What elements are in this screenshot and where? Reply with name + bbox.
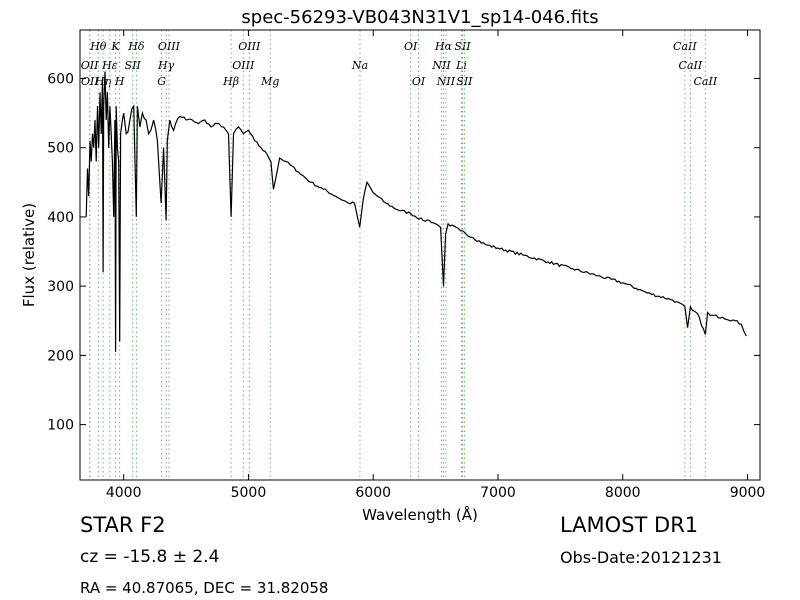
x-tick-label: 9000	[730, 485, 766, 501]
line-label: SII	[456, 75, 473, 88]
coordinates-ra-dec: RA = 40.87065, DEC = 31.82058	[80, 579, 329, 597]
axis-ticks: 4000 5000 6000 7000 8000 9000 100 200 300 400 500 6…	[47, 30, 765, 501]
line-label: NII	[431, 59, 451, 72]
line-label: H	[114, 75, 125, 88]
line-label: SII	[454, 40, 471, 53]
x-tick-label: 6000	[355, 485, 391, 501]
line-label: NII	[436, 75, 456, 88]
line-label: Hβ	[222, 75, 239, 88]
line-label: Hγ	[157, 59, 175, 72]
line-label: Na	[351, 59, 368, 72]
y-tick-label: 600	[47, 71, 74, 87]
x-tick-label: 5000	[231, 485, 267, 501]
line-label: OIII	[158, 40, 181, 53]
y-axis-label: Flux (relative)	[20, 203, 38, 307]
chart-title: spec-56293-VB043N31V1_sp14-046.fits	[241, 7, 598, 28]
line-label: G	[157, 75, 166, 88]
line-label: CaII	[673, 40, 697, 53]
line-label: Li	[455, 59, 467, 72]
line-label: Hθ	[89, 40, 107, 53]
line-label: Hα	[434, 40, 453, 53]
line-label: CaII	[694, 75, 718, 88]
x-tick-label: 8000	[605, 485, 641, 501]
line-label: OIII	[238, 40, 261, 53]
object-type: STAR F2	[80, 513, 166, 537]
line-label: K	[110, 40, 120, 53]
x-axis-label: Wavelength (Å)	[362, 505, 478, 524]
y-tick-label: 300	[47, 279, 74, 295]
line-label: OI	[412, 75, 426, 88]
catalog-name: LAMOST DR1	[560, 513, 699, 537]
line-label: SII	[125, 59, 142, 72]
x-tick-label: 7000	[480, 485, 516, 501]
plot-frame	[79, 29, 761, 481]
spectral-line-markers: OIIOIIHθHηHεKHSIIHδGHγOIIIHβOIIIOIIIMgNa…	[81, 30, 718, 480]
y-tick-label: 200	[47, 348, 74, 364]
line-label: Mg	[260, 75, 279, 88]
x-tick-label: 4000	[106, 485, 142, 501]
line-label: OI	[404, 40, 418, 53]
line-label: CaII	[679, 59, 703, 72]
line-label: OII	[81, 59, 99, 72]
redshift-cz: cz = -15.8 ± 2.4	[80, 547, 220, 567]
y-tick-label: 100	[47, 418, 74, 434]
line-label: Hδ	[127, 40, 145, 53]
observation-date: Obs-Date:20121231	[560, 548, 722, 567]
spectrum-line	[85, 71, 747, 352]
line-label: OIII	[232, 59, 255, 72]
y-tick-label: 500	[47, 141, 74, 157]
line-label: Hε	[101, 59, 118, 72]
y-tick-label: 400	[47, 210, 74, 226]
